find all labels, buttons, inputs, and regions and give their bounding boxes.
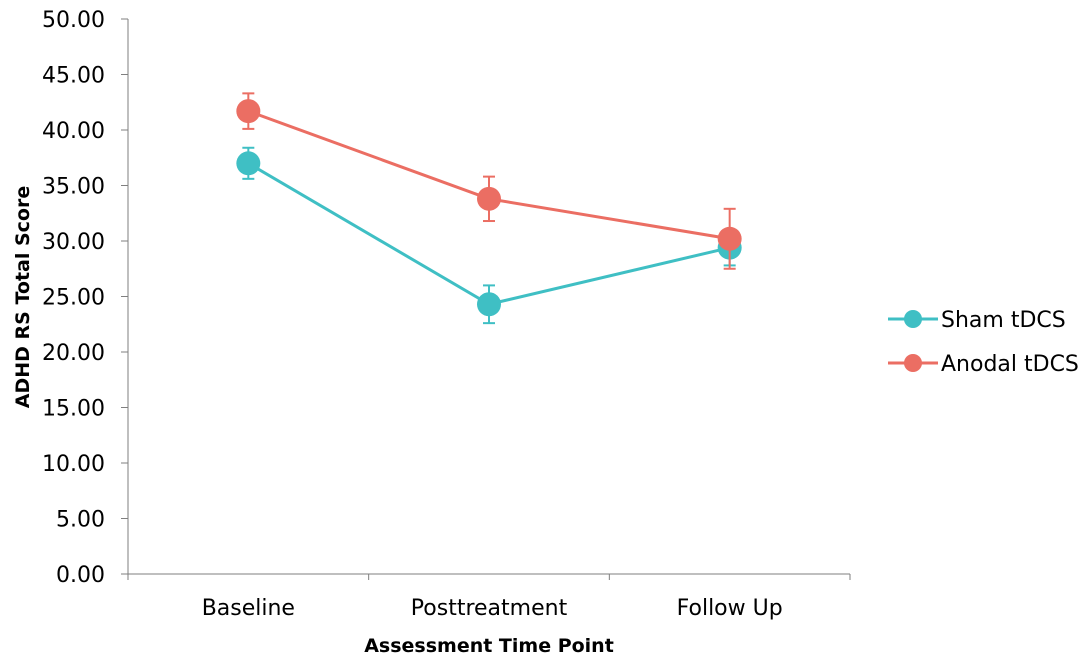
legend-marker — [904, 354, 922, 372]
x-axis-title: Assessment Time Point — [364, 635, 614, 657]
data-point — [717, 226, 742, 251]
y-tick-label: 10.00 — [42, 452, 105, 477]
legend-item: Anodal tDCS — [888, 352, 1079, 377]
y-tick-label: 30.00 — [42, 230, 105, 255]
data-point — [236, 99, 261, 124]
y-tick-label: 20.00 — [42, 341, 105, 366]
data-point — [477, 186, 501, 211]
series-anodal-tdcs — [236, 92, 742, 270]
x-tick-label: Follow Up — [677, 596, 783, 621]
y-axis-title: ADHD RS Total Score — [12, 186, 34, 408]
y-tick-label: 15.00 — [42, 397, 105, 422]
y-tick-label: 35.00 — [42, 175, 105, 200]
legend-label: Sham tDCS — [941, 308, 1066, 333]
data-point — [477, 292, 501, 317]
y-tick-label: 5.00 — [56, 508, 105, 533]
x-tick-label: Posttreatment — [411, 596, 568, 621]
legend: Sham tDCS Anodal tDCS — [888, 308, 1079, 377]
legend-item: Sham tDCS — [888, 308, 1066, 333]
legend-label: Anodal tDCS — [941, 352, 1079, 377]
x-axis: Baseline Posttreatment Follow Up — [127, 573, 851, 621]
y-tick-label: 45.00 — [42, 64, 105, 89]
series-sham-tdcs — [236, 146, 742, 325]
y-tick-label: 50.00 — [42, 8, 105, 33]
legend-marker — [904, 310, 922, 328]
y-tick-label: 0.00 — [56, 563, 105, 588]
series-layer — [236, 92, 742, 325]
y-tick-label: 40.00 — [42, 119, 105, 144]
y-tick-label: 25.00 — [42, 286, 105, 311]
x-tick-label: Baseline — [202, 596, 295, 621]
data-point — [236, 151, 261, 176]
y-axis: 0.00 5.00 10.00 15.00 20.00 25.00 30.00 35.00 40… — [42, 8, 129, 588]
